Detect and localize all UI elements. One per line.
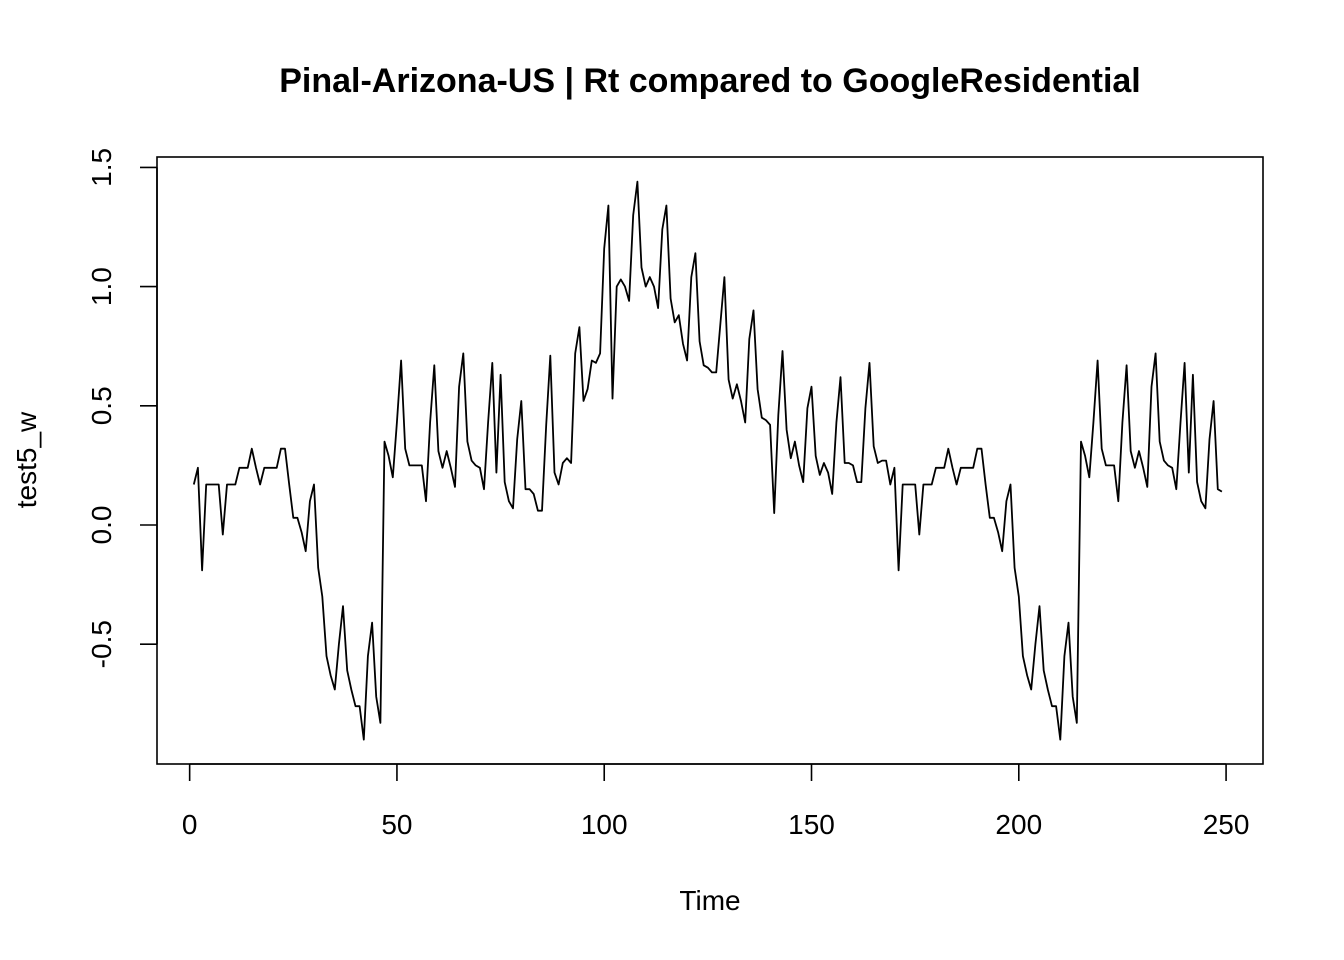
- x-tick-label: 100: [581, 809, 628, 840]
- x-axis: 0 50 100 150 200 250: [182, 763, 1250, 840]
- y-tick-label: -0.5: [86, 620, 117, 668]
- y-axis: -0.5 0.0 0.5 1.0 1.5: [86, 148, 158, 668]
- x-tick-label: 250: [1203, 809, 1250, 840]
- x-axis-label: Time: [679, 885, 740, 916]
- series-layer: [192, 180, 1223, 741]
- y-tick-label: 0.0: [86, 506, 117, 545]
- y-axis-label: test5_w: [11, 411, 42, 508]
- x-tick-label: 150: [788, 809, 835, 840]
- y-tick-label: 1.5: [86, 148, 117, 187]
- plot-frame: [156, 156, 1264, 765]
- x-tick-label: 50: [381, 809, 412, 840]
- y-tick-label: 0.5: [86, 386, 117, 425]
- series-line: [192, 180, 1223, 741]
- x-tick-label: 200: [995, 809, 1042, 840]
- y-tick-label: 1.0: [86, 267, 117, 306]
- chart-title: Pinal-Arizona-US | Rt compared to Google…: [279, 62, 1141, 100]
- x-tick-label: 0: [182, 809, 198, 840]
